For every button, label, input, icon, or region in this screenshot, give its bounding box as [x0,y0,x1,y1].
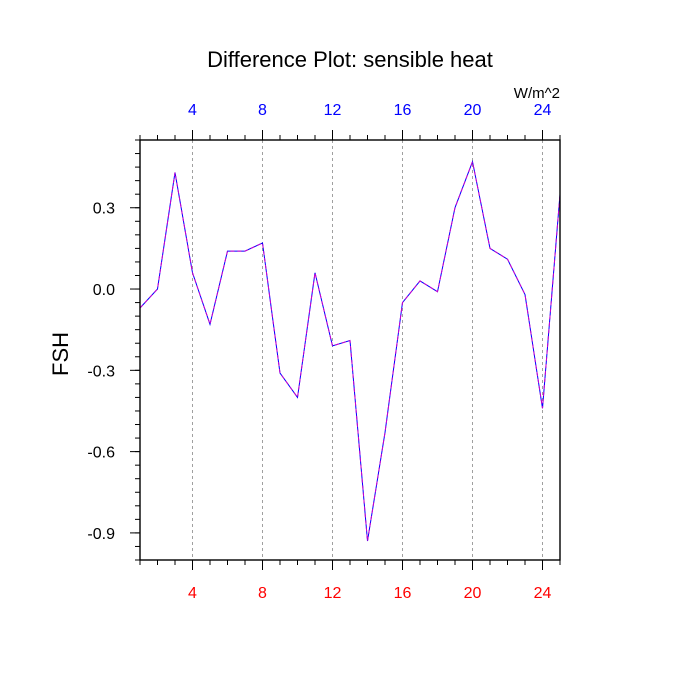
x-tick-label-bottom: 8 [258,585,267,602]
y-tick-label: -0.6 [87,445,115,462]
tick-layer [130,130,561,570]
x-tick-label-top: 16 [394,102,412,119]
series-line-primary [139,159,561,542]
x-tick-label-bottom: 4 [188,585,197,602]
y-tick-label: 0.0 [93,282,115,299]
plot-frame [139,139,561,561]
x-tick-label-top: 8 [258,102,267,119]
x-tick-label-bottom: 16 [394,585,412,602]
grid-layer [192,140,543,560]
y-axis-label: FSH [48,332,73,376]
y-tick-label: 0.3 [93,201,115,218]
x-tick-label-bottom: 12 [324,585,342,602]
chart-title: Difference Plot: sensible heat [207,47,493,72]
y-tick-label: -0.9 [87,526,115,543]
units-label: W/m^2 [514,85,560,102]
x-tick-label-bottom: 20 [464,585,482,602]
y-tick-label: -0.3 [87,363,115,380]
x-tick-label-top: 4 [188,102,197,119]
series-line-secondary [139,159,561,542]
label-layer: 4 4 8 8 12 12 16 16 20 20 24 24 0.3 0.0 -0.3 -0.6 -0.9 [87,102,551,602]
x-tick-label-top: 20 [464,102,482,119]
series-layer [139,159,561,542]
x-tick-label-top: 24 [534,102,552,119]
x-tick-label-bottom: 24 [534,585,552,602]
x-tick-label-top: 12 [324,102,342,119]
